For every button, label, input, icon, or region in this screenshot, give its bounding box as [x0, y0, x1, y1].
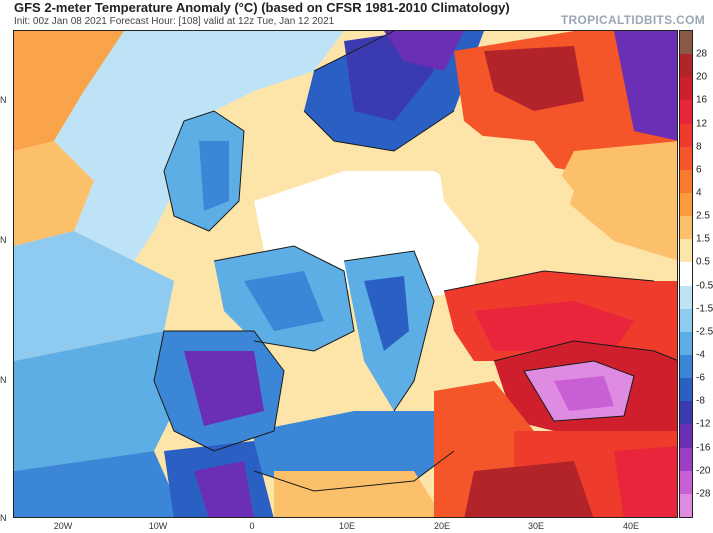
colorbar-segment [680, 31, 692, 55]
colorbar-label: 20 [696, 71, 708, 83]
brand-logo: TROPICALTIDBITS.COM [560, 13, 705, 27]
colorbar-segment [680, 331, 692, 356]
colorbar-segment [680, 239, 692, 263]
colorbar-segment [680, 77, 692, 101]
lon-label: 0 [249, 521, 255, 531]
lat-label: N [0, 513, 7, 523]
lon-label: 10E [338, 521, 356, 531]
colorbar-segment [680, 146, 692, 171]
colorbar-label: -6 [696, 372, 705, 384]
lon-label: 30E [527, 521, 545, 531]
colorbar-label: -1.5 [696, 303, 713, 315]
map-title: GFS 2-meter Temperature Anomaly (°C) (ba… [14, 0, 510, 15]
lon-label: 10W [148, 521, 168, 531]
map-subtitle: Init: 00z Jan 08 2021 Forecast Hour: [10… [14, 16, 335, 27]
lat-label: N [0, 95, 7, 105]
colorbar-segment [680, 401, 692, 425]
colorbar-segment [680, 169, 692, 194]
map-image [14, 31, 677, 517]
lon-label: 40E [622, 521, 640, 531]
colorbar-segment [680, 308, 692, 333]
colorbar-label: 28 [696, 48, 708, 60]
colorbar-segment [680, 493, 692, 518]
colorbar-segment [680, 123, 692, 148]
colorbar-segment [680, 216, 692, 240]
colorbar-label: 12 [696, 118, 708, 130]
colorbar-segment [680, 470, 692, 495]
colorbar-label: 1.5 [696, 233, 710, 245]
lat-label: N [0, 235, 7, 245]
colorbar-segment [680, 447, 692, 472]
colorbar-label: -0.5 [696, 280, 713, 292]
colorbar-label: -16 [696, 442, 711, 454]
colorbar-segment [680, 100, 692, 125]
colorbar-label: -12 [696, 418, 711, 430]
colorbar-segment [680, 378, 692, 402]
colorbar-label: 2.5 [696, 210, 710, 222]
colorbar-segment [680, 424, 692, 449]
lat-label: N [0, 375, 7, 385]
colorbar-label: -20 [696, 465, 711, 477]
colorbar-segment [680, 193, 692, 217]
colorbar-label: -8 [696, 395, 705, 407]
colorbar-label: -4 [696, 349, 705, 361]
lon-label: 20E [433, 521, 451, 531]
colorbar-segment [680, 355, 692, 379]
colorbar-label: -28 [696, 488, 711, 500]
colorbar-label: 16 [696, 94, 708, 106]
colorbar [679, 30, 693, 518]
colorbar-label: 8 [696, 141, 702, 153]
colorbar-label: 6 [696, 164, 702, 176]
temperature-anomaly-map [13, 30, 678, 518]
colorbar-segment [680, 54, 692, 78]
colorbar-segment [680, 262, 692, 287]
colorbar-label: 4 [696, 187, 702, 199]
colorbar-label: 0.5 [696, 256, 710, 268]
colorbar-label: -2.5 [696, 326, 713, 338]
lon-label: 20W [53, 521, 73, 531]
colorbar-segment [680, 285, 692, 310]
